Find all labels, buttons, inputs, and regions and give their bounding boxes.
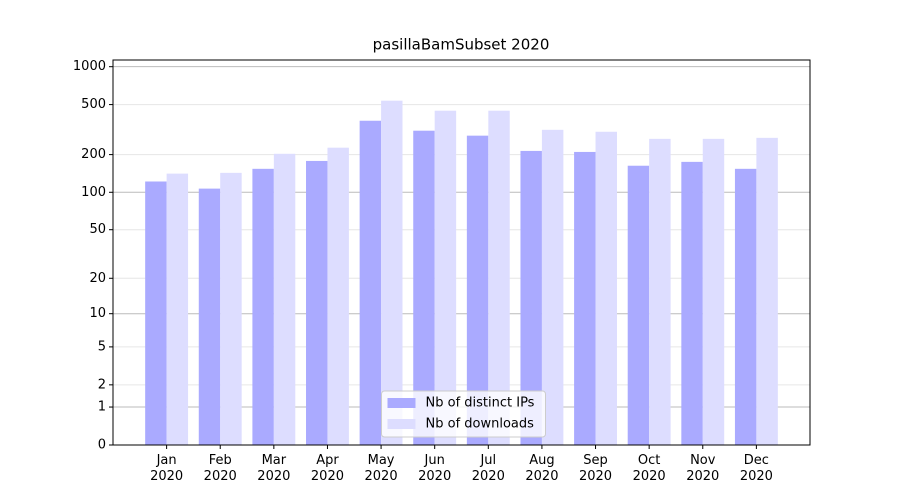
- x-tick-label: Nov 2020: [686, 453, 720, 484]
- bar: [756, 137, 778, 445]
- y-tick-label: 500: [81, 97, 106, 112]
- x-tick-label: Jun 2020: [418, 453, 452, 484]
- x-tick-label: Apr 2020: [310, 453, 344, 484]
- y-tick-label: 10: [89, 306, 106, 321]
- bar: [381, 100, 403, 445]
- x-tick-label: Jul 2020: [471, 453, 505, 484]
- x-tick-label: Feb 2020: [203, 453, 237, 484]
- bar: [595, 131, 617, 445]
- bar: [681, 161, 703, 446]
- y-tick-label: 1000: [73, 59, 106, 74]
- bar: [466, 135, 489, 445]
- bar: [327, 147, 349, 445]
- bar: [359, 120, 382, 445]
- y-tick-label: 200: [81, 147, 106, 162]
- legend-box: [381, 390, 546, 438]
- bar: [488, 110, 510, 445]
- x-tick-label: Jan 2020: [150, 453, 184, 484]
- y-tick-label: 0: [98, 438, 106, 453]
- bar: [541, 129, 564, 445]
- legend-swatch: [387, 419, 416, 429]
- legend: Nb of distinct IPs Nb of downloads: [381, 390, 546, 438]
- x-tick-label: Dec 2020: [739, 453, 773, 484]
- y-tick-label: 20: [89, 271, 106, 286]
- legend-swatch: [387, 398, 416, 408]
- chart-title: pasillaBamSubset 2020: [373, 36, 550, 54]
- x-tick-label: May 2020: [364, 453, 398, 484]
- bar: [627, 165, 650, 445]
- bar: [145, 181, 167, 445]
- bar: [649, 138, 671, 445]
- y-tick-label: 50: [89, 222, 106, 237]
- bar: [520, 150, 542, 445]
- bar: [434, 110, 457, 445]
- bar: [734, 168, 757, 445]
- x-tick-label: Oct 2020: [632, 453, 666, 484]
- y-tick-label: 1: [98, 400, 106, 415]
- bar: [198, 188, 221, 446]
- bar: [220, 172, 242, 445]
- bar: [413, 130, 435, 445]
- x-tick-label: Aug 2020: [525, 453, 559, 484]
- x-tick-label: Mar 2020: [257, 453, 291, 484]
- legend-label: Nb of downloads: [426, 417, 535, 432]
- bar: [252, 168, 274, 445]
- bar: [306, 160, 328, 445]
- y-tick-label: 100: [81, 185, 106, 200]
- y-tick-label: 5: [98, 339, 106, 354]
- bar: [166, 173, 189, 445]
- plot-frame: [112, 59, 811, 446]
- legend-label: Nb of distinct IPs: [426, 396, 535, 411]
- bar: [574, 151, 596, 445]
- x-tick-label: Sep 2020: [578, 453, 613, 484]
- bar: [273, 153, 296, 446]
- y-tick-label: 2: [98, 377, 106, 392]
- bar: [702, 138, 725, 445]
